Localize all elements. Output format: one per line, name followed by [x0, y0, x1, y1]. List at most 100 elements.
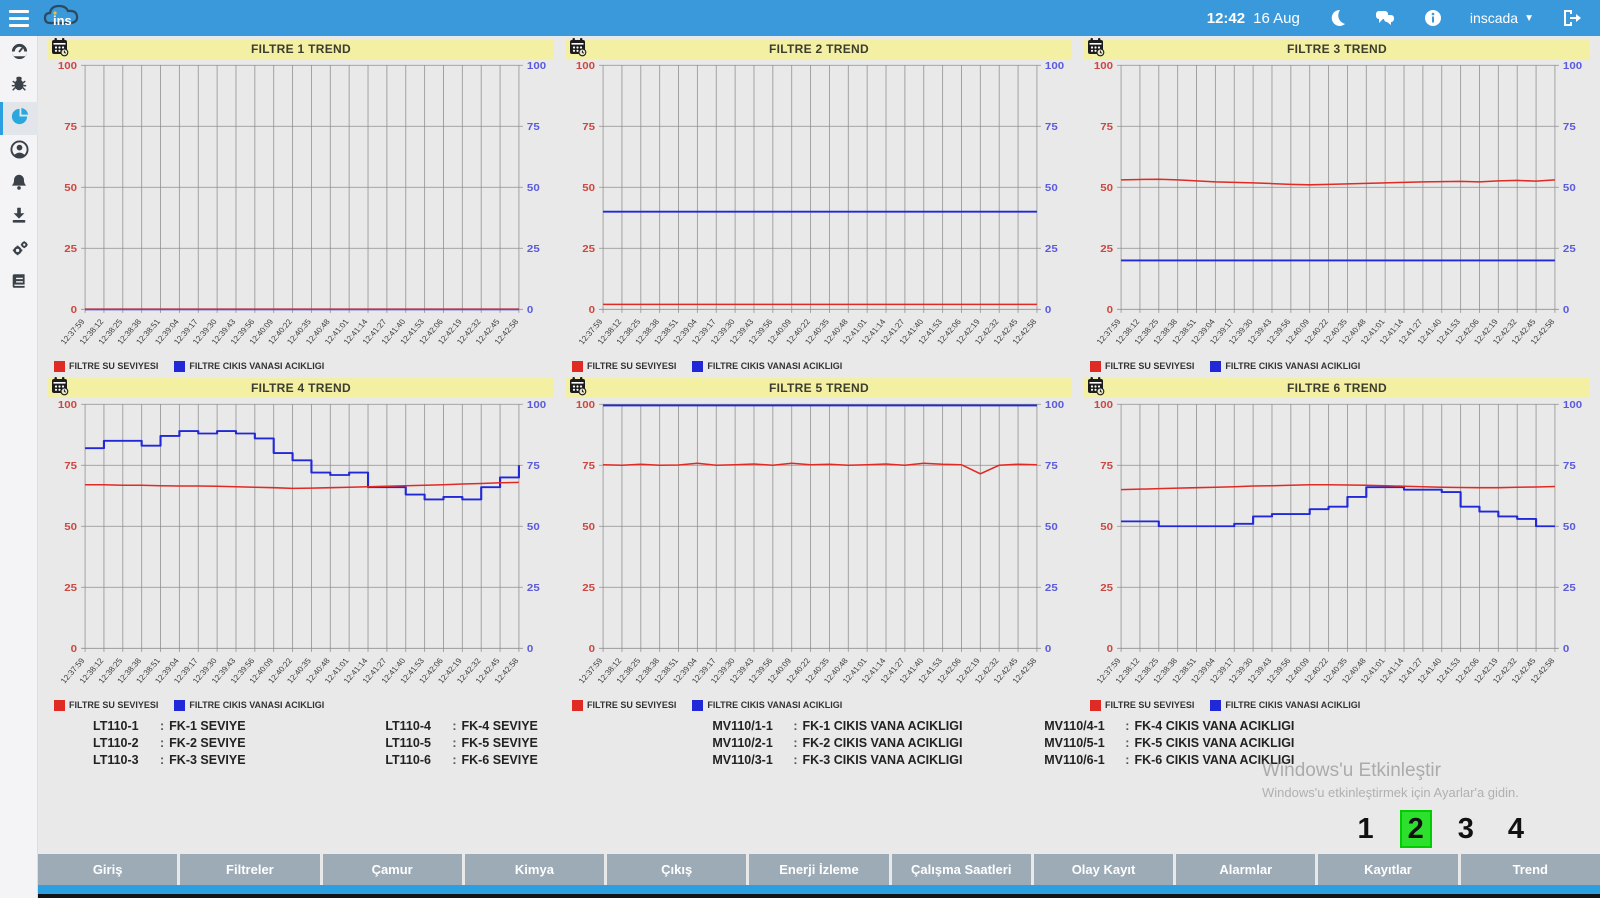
svg-text:75: 75 — [582, 460, 595, 471]
svg-text:100: 100 — [58, 399, 77, 410]
trend-chart-3: FILTRE 3 TREND 0 0 25 25 50 50 75 75 100 100 12:37:… — [1084, 37, 1590, 375]
tag-label: LT110-1: FK-1 SEVIYE — [93, 719, 246, 733]
svg-text:25: 25 — [64, 582, 77, 593]
sidebar-item-bell[interactable] — [0, 168, 38, 201]
legend-label: FILTRE SU SEVIYESI — [587, 361, 677, 371]
svg-text:50: 50 — [1100, 521, 1113, 532]
legend-label: FILTRE SU SEVIYESI — [587, 700, 677, 710]
bell-icon — [10, 173, 28, 196]
nav-tab-çamur[interactable]: Çamur — [322, 854, 462, 885]
tag-label: MV110/2-1: FK-2 CIKIS VANA ACIKLIGI — [712, 736, 963, 750]
messages-icon[interactable] — [1374, 7, 1396, 29]
svg-text:75: 75 — [1045, 460, 1058, 471]
bug-icon — [10, 74, 28, 97]
page-button-3[interactable]: 3 — [1457, 813, 1474, 845]
dashboard-icon — [10, 41, 29, 65]
user-menu[interactable]: inscada ▼ — [1470, 10, 1534, 26]
sidebar-item-dashboard[interactable] — [0, 36, 38, 69]
svg-text:25: 25 — [582, 582, 595, 593]
svg-text:0: 0 — [527, 643, 533, 654]
chart-legend: FILTRE SU SEVIYESI FILTRE CIKIS VANASI AC… — [572, 698, 1072, 712]
nav-tab-trend[interactable]: Trend — [1460, 854, 1600, 885]
legend-label: FILTRE CIKIS VANASI ACIKLIGI — [707, 361, 843, 371]
calendar-clock-icon[interactable] — [51, 376, 69, 396]
page-button-4[interactable]: 4 — [1507, 813, 1524, 845]
nav-tab-enerji-i̇zleme[interactable]: Enerji İzleme — [749, 854, 889, 885]
page-button-2[interactable]: 2 — [1399, 810, 1432, 848]
nav-tab-kimya[interactable]: Kimya — [464, 854, 605, 885]
calendar-clock-icon[interactable] — [569, 376, 587, 396]
legend-item: FILTRE CIKIS VANASI ACIKLIGI — [692, 699, 842, 711]
svg-text:75: 75 — [1563, 121, 1576, 132]
logout-icon[interactable] — [1560, 7, 1582, 29]
tag-label: MV110/5-1: FK-5 CIKIS VANA ACIKLIGI — [1044, 736, 1295, 750]
legend-item: FILTRE CIKIS VANASI ACIKLIGI — [174, 699, 324, 711]
sidebar-item-gears[interactable] — [0, 234, 38, 267]
nav-tab-çıkış[interactable]: Çıkış — [607, 854, 747, 885]
calendar-clock-icon[interactable] — [569, 37, 587, 57]
page-button-1[interactable]: 1 — [1357, 813, 1374, 845]
svg-text:25: 25 — [527, 243, 540, 254]
svg-text:75: 75 — [527, 121, 540, 132]
calendar-clock-icon[interactable] — [1087, 37, 1105, 57]
legend-label: FILTRE SU SEVIYESI — [1105, 700, 1195, 710]
legend-item: FILTRE SU SEVIYESI — [1090, 699, 1195, 711]
chart-title: FILTRE 1 TREND — [251, 42, 351, 56]
screen-bottom-edge — [38, 894, 1600, 898]
trend-chart-4: FILTRE 4 TREND 0 0 25 25 50 50 75 75 100 100 12:37:… — [48, 376, 554, 714]
sidebar-item-user[interactable] — [0, 135, 38, 168]
svg-text:0: 0 — [1045, 643, 1051, 654]
calendar-clock-icon[interactable] — [51, 37, 69, 57]
svg-text:0: 0 — [589, 643, 595, 654]
svg-text:0: 0 — [1107, 643, 1113, 654]
svg-text:100: 100 — [576, 399, 595, 410]
calendar-clock-icon[interactable] — [1087, 376, 1105, 396]
label-column-mv-4-6: MV110/4-1: FK-4 CIKIS VANA ACIKLIGI MV110/… — [1044, 718, 1351, 852]
svg-text:50: 50 — [527, 182, 540, 193]
svg-text:50: 50 — [527, 521, 540, 532]
label-column-lt-1-3: LT110-1: FK-1 SEVIYE LT110-2: FK-2 SEVIYE LT… — [93, 718, 385, 852]
svg-text:50: 50 — [1045, 182, 1058, 193]
legend-item: FILTRE CIKIS VANASI ACIKLIGI — [692, 360, 843, 372]
trend-chart-2: FILTRE 2 TREND 0 0 25 25 50 50 75 75 100 100 12:37:… — [566, 37, 1072, 375]
svg-text:75: 75 — [64, 460, 77, 471]
sidebar-item-bug[interactable] — [0, 69, 38, 102]
download-icon — [10, 206, 28, 229]
nav-tab-filtreler[interactable]: Filtreler — [180, 854, 320, 885]
svg-text:75: 75 — [1045, 121, 1058, 132]
trend-chart-5: FILTRE 5 TREND 0 0 25 25 50 50 75 75 100 100 12:37:… — [566, 376, 1072, 714]
svg-text:100: 100 — [58, 60, 77, 71]
svg-text:0: 0 — [1563, 643, 1569, 654]
tag-label: LT110-2: FK-2 SEVIYE — [93, 736, 246, 750]
sidebar-item-download[interactable] — [0, 201, 38, 234]
svg-text:25: 25 — [1563, 243, 1576, 254]
tag-label: MV110/1-1: FK-1 CIKIS VANA ACIKLIGI — [712, 719, 963, 733]
label-column-lt-4-6: LT110-4: FK-4 SEVIYE LT110-5: FK-5 SEVIYE LT… — [385, 718, 712, 852]
chart-title: FILTRE 2 TREND — [769, 42, 869, 56]
svg-text:0: 0 — [71, 304, 77, 315]
sidebar-item-pie-chart[interactable] — [0, 102, 38, 135]
menu-icon[interactable] — [0, 0, 38, 36]
chart-legend: FILTRE SU SEVIYESI FILTRE CIKIS VANASI AC… — [54, 698, 554, 712]
nav-tab-kayıtlar[interactable]: Kayıtlar — [1318, 854, 1458, 885]
nav-tab-giriş[interactable]: Giriş — [38, 854, 178, 885]
svg-text:50: 50 — [1100, 182, 1113, 193]
chart-header: FILTRE 6 TREND — [1084, 376, 1590, 398]
info-icon[interactable] — [1422, 7, 1444, 29]
nav-tab-olay-kayıt[interactable]: Olay Kayıt — [1033, 854, 1174, 885]
user-icon — [9, 139, 29, 164]
nav-tab-çalışma-saatleri[interactable]: Çalışma Saatleri — [891, 854, 1031, 885]
sidebar-item-book[interactable] — [0, 267, 38, 300]
trend-chart-1: FILTRE 1 TREND 0 0 25 25 50 50 75 75 100 100 12:37:… — [48, 37, 554, 375]
svg-text:100: 100 — [1563, 399, 1582, 410]
dark-mode-moon-icon[interactable] — [1326, 7, 1348, 29]
nav-tab-alarmlar[interactable]: Alarmlar — [1176, 854, 1316, 885]
chart-legend: FILTRE SU SEVIYESI FILTRE CIKIS VANASI AC… — [1090, 359, 1590, 373]
